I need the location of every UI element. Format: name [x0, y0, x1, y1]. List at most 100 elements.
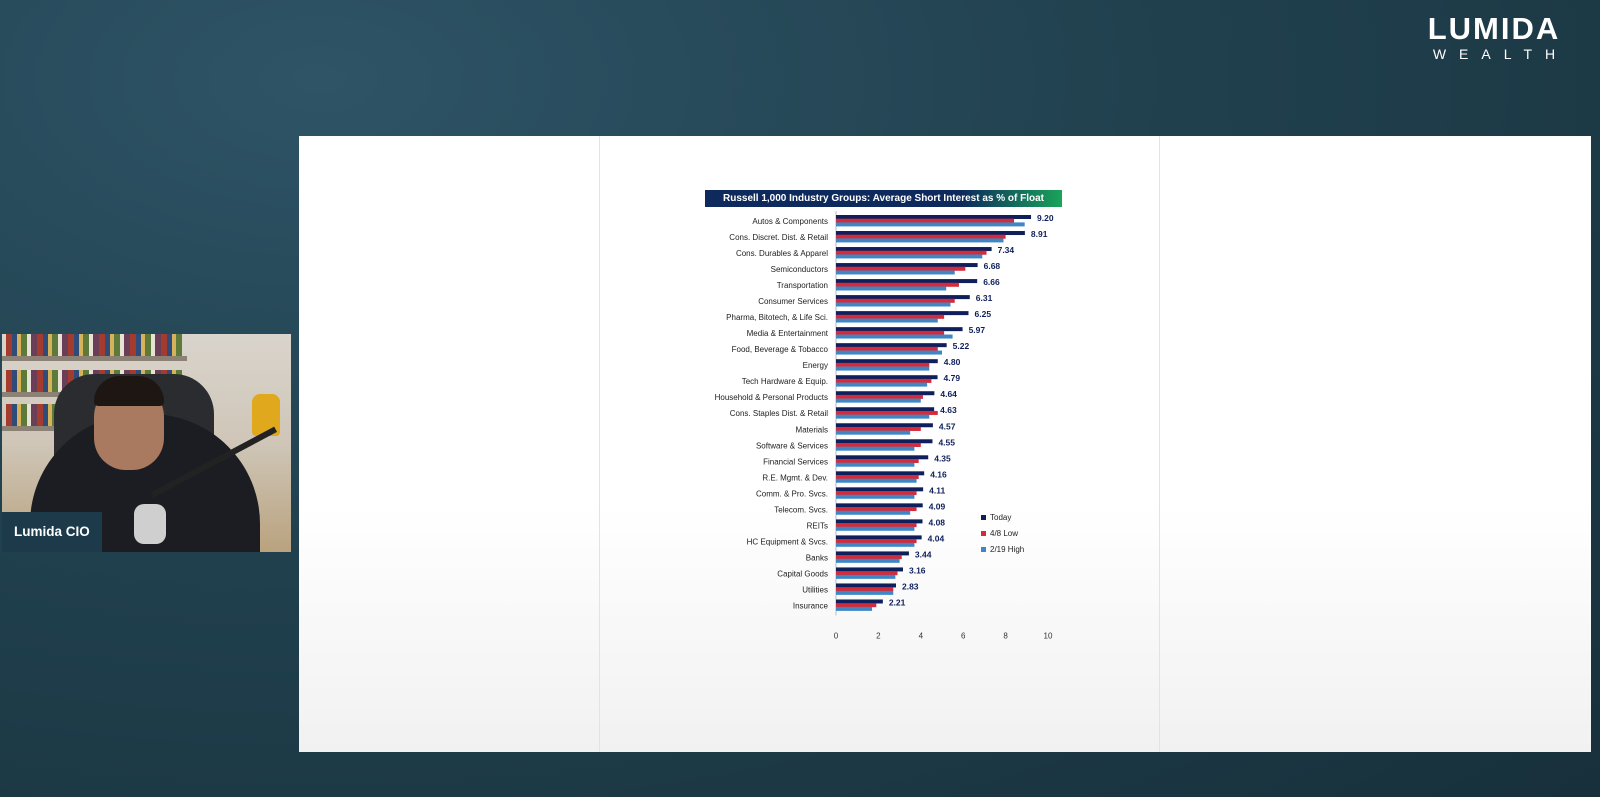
bar-2-19-high: [836, 542, 915, 547]
x-tick-label: 2: [876, 632, 881, 641]
bar-today: [836, 519, 923, 524]
page-divider: [599, 136, 600, 752]
bar-today: [836, 535, 922, 540]
bar-4-8-low: [836, 523, 917, 528]
bar-today: [836, 439, 933, 444]
x-tick-label: 4: [919, 632, 924, 641]
data-label: 5.97: [969, 325, 986, 335]
bar-today: [836, 247, 992, 252]
bar-today: [836, 311, 969, 316]
category-label: Telecom. Svcs.: [774, 505, 828, 514]
data-label: 4.63: [940, 405, 957, 415]
data-label: 4.16: [930, 469, 947, 479]
data-label: 3.44: [915, 549, 932, 559]
bar-2-19-high: [836, 574, 896, 579]
data-label: 4.55: [938, 437, 955, 447]
bar-2-19-high: [836, 366, 930, 371]
legend-label: Today: [990, 513, 1011, 522]
bar-2-19-high: [836, 302, 951, 307]
data-label: 6.68: [984, 261, 1001, 271]
bar-4-8-low: [836, 298, 955, 303]
data-label: 3.16: [909, 565, 926, 575]
x-tick-label: 8: [1003, 632, 1008, 641]
bar-2-19-high: [836, 334, 953, 339]
bar-2-19-high: [836, 526, 915, 531]
category-label: Banks: [806, 553, 828, 562]
bar-4-8-low: [836, 378, 932, 383]
bar-2-19-high: [836, 446, 915, 451]
bar-2-19-high: [836, 270, 955, 275]
data-label: 4.64: [940, 389, 957, 399]
legend-swatch: [981, 531, 986, 536]
category-label: Insurance: [793, 601, 829, 610]
data-label: 6.31: [976, 293, 993, 303]
data-label: 4.08: [928, 517, 945, 527]
bar-today: [836, 583, 896, 588]
category-label: R.E. Mgmt. & Dev.: [762, 473, 828, 482]
data-label: 9.20: [1037, 213, 1054, 223]
bar-2-19-high: [836, 238, 1004, 243]
bar-4-8-low: [836, 282, 959, 287]
bar-2-19-high: [836, 222, 1025, 227]
bar-4-8-low: [836, 491, 917, 496]
category-label: Transportation: [777, 281, 828, 290]
brand-subtitle: WEALTH: [1432, 46, 1569, 62]
category-label: Materials: [796, 425, 828, 434]
bar-4-8-low: [836, 266, 966, 271]
bar-4-8-low: [836, 555, 902, 560]
bar-4-8-low: [836, 571, 898, 576]
category-label: Comm. & Pro. Svcs.: [756, 489, 828, 498]
category-label: Financial Services: [763, 457, 828, 466]
category-label: REITs: [807, 521, 828, 530]
bar-2-19-high: [836, 478, 917, 483]
bar-today: [836, 423, 933, 428]
category-label: Cons. Staples Dist. & Retail: [730, 409, 828, 418]
page-divider: [1159, 136, 1160, 752]
data-label: 6.25: [975, 309, 992, 319]
bar-today: [836, 487, 924, 492]
bar-4-8-low: [836, 475, 919, 480]
x-tick-label: 0: [834, 632, 839, 641]
bar-2-19-high: [836, 382, 928, 387]
bar-today: [836, 567, 903, 572]
bar-2-19-high: [836, 558, 900, 563]
bookshelf-books: [6, 334, 182, 356]
category-label: Tech Hardware & Equip.: [742, 377, 828, 386]
data-label: 8.91: [1031, 229, 1048, 239]
data-label: 6.66: [983, 277, 1000, 287]
bar-2-19-high: [836, 494, 915, 499]
data-label: 4.35: [934, 453, 951, 463]
bar-4-8-low: [836, 314, 945, 319]
bar-today: [836, 343, 947, 348]
bar-4-8-low: [836, 539, 917, 544]
data-label: 4.04: [928, 533, 945, 543]
data-label: 4.79: [944, 373, 961, 383]
bar-2-19-high: [836, 350, 942, 355]
legend-label: 2/19 High: [990, 545, 1024, 554]
presenter-video: Lumida CIO: [2, 334, 291, 552]
category-label: Cons. Durables & Apparel: [736, 249, 828, 258]
category-label: Energy: [803, 361, 828, 370]
category-label: Capital Goods: [777, 569, 828, 578]
bar-today: [836, 295, 970, 300]
bar-today: [836, 359, 938, 364]
bar-4-8-low: [836, 234, 1006, 239]
bar-today: [836, 327, 963, 332]
bar-2-19-high: [836, 398, 921, 403]
bar-4-8-low: [836, 603, 877, 608]
brand-name: LUMIDA: [1427, 11, 1561, 46]
data-label: 4.09: [929, 501, 946, 511]
chart-title: Russell 1,000 Industry Groups: Average S…: [705, 190, 1062, 207]
bar-2-19-high: [836, 590, 894, 595]
bar-2-19-high: [836, 414, 930, 419]
bar-4-8-low: [836, 394, 923, 399]
bar-4-8-low: [836, 442, 921, 447]
legend-label: 4/8 Low: [990, 529, 1018, 538]
bar-4-8-low: [836, 410, 938, 415]
bar-today: [836, 455, 929, 460]
data-label: 2.83: [902, 581, 919, 591]
data-label: 4.57: [939, 421, 956, 431]
bar-2-19-high: [836, 430, 911, 435]
bar-2-19-high: [836, 510, 911, 515]
bar-4-8-low: [836, 507, 917, 512]
